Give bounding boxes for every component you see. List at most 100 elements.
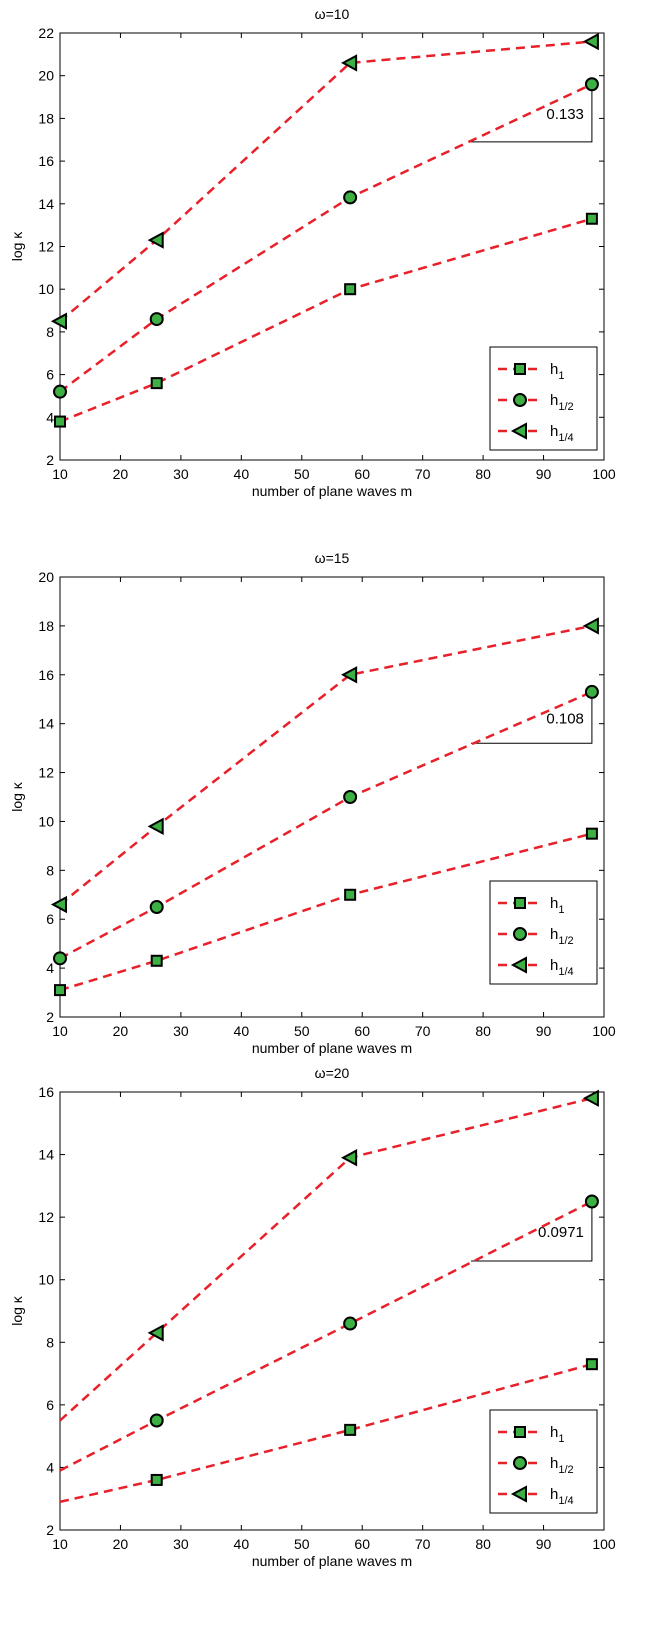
data-point-circle bbox=[343, 190, 358, 205]
x-tick-label: 10 bbox=[52, 466, 68, 482]
y-axis-label: log κ bbox=[9, 231, 25, 262]
x-axis-label: number of plane waves m bbox=[252, 1553, 412, 1569]
x-axis-label: number of plane waves m bbox=[252, 1040, 412, 1056]
legend-marker-triangle-left bbox=[510, 422, 527, 440]
x-tick-label: 10 bbox=[52, 1536, 68, 1552]
data-point-circle bbox=[343, 1316, 358, 1331]
x-tick-label: 90 bbox=[536, 1023, 552, 1039]
data-point-square bbox=[54, 984, 66, 997]
data-point-triangle-left bbox=[582, 32, 599, 51]
x-tick-label: 80 bbox=[475, 466, 491, 482]
legend-marker-triangle-left bbox=[510, 1485, 527, 1503]
legend: h1 h1/2 h1/4 bbox=[489, 1409, 598, 1514]
legend-entry: h1 bbox=[550, 1424, 564, 1445]
y-tick-label: 4 bbox=[46, 960, 54, 976]
data-point-triangle-left bbox=[147, 231, 164, 249]
data-point-circle bbox=[53, 384, 67, 399]
data-point-square bbox=[150, 1473, 163, 1486]
y-tick-label: 16 bbox=[38, 153, 54, 169]
y-tick-label: 20 bbox=[38, 68, 54, 84]
series-line-1 bbox=[60, 217, 593, 423]
x-tick-label: 100 bbox=[592, 1536, 616, 1552]
y-tick-label: 22 bbox=[38, 25, 54, 41]
plot-area bbox=[59, 576, 605, 1018]
legend-entry: h1/2 bbox=[550, 1455, 574, 1476]
y-tick-label: 10 bbox=[38, 281, 54, 297]
slope-label: 0.108 bbox=[546, 711, 584, 728]
x-tick-label: 30 bbox=[173, 1023, 189, 1039]
data-point-triangle-left bbox=[341, 1149, 358, 1167]
data-point-square bbox=[344, 888, 357, 901]
x-tick-label: 50 bbox=[294, 1023, 310, 1039]
data-point-triangle-left bbox=[582, 617, 599, 635]
legend-entry: h1/2 bbox=[550, 392, 574, 413]
data-point-circle bbox=[584, 77, 599, 92]
slope-label: 0.0971 bbox=[538, 1224, 584, 1241]
chart-panel-2: ω=15 10 20 30 40 50 60 70 80 90 100 2 4 6 8 10 12 14 16 18 2… bbox=[9, 550, 616, 1056]
data-point-circle bbox=[149, 1413, 164, 1428]
y-axis-label: log κ bbox=[9, 781, 25, 812]
y-tick-label: 16 bbox=[38, 667, 54, 683]
y-tick-label: 12 bbox=[38, 1209, 54, 1225]
x-tick-label: 60 bbox=[354, 1023, 370, 1039]
x-tick-label: 20 bbox=[113, 466, 129, 482]
x-tick-label: 60 bbox=[354, 1536, 370, 1552]
data-point-square bbox=[585, 827, 598, 840]
x-tick-label: 70 bbox=[415, 1023, 431, 1039]
data-point-circle bbox=[584, 684, 599, 699]
x-tick-label: 30 bbox=[173, 466, 189, 482]
x-tick-label: 10 bbox=[52, 1023, 68, 1039]
y-tick-label: 14 bbox=[38, 716, 54, 732]
data-point-square bbox=[344, 1423, 357, 1436]
data-point-triangle-left bbox=[341, 666, 358, 684]
y-tick-label: 4 bbox=[46, 409, 54, 425]
legend-marker-circle bbox=[513, 927, 527, 941]
y-tick-label: 12 bbox=[38, 239, 54, 255]
x-tick-label: 50 bbox=[294, 466, 310, 482]
data-point-square bbox=[585, 212, 598, 225]
y-tick-label: 2 bbox=[46, 1009, 54, 1025]
data-point-circle bbox=[584, 1194, 599, 1209]
y-tick-label: 16 bbox=[38, 1084, 54, 1100]
x-tick-label: 90 bbox=[536, 1536, 552, 1552]
legend-box bbox=[489, 346, 598, 451]
y-axis-label: log κ bbox=[9, 1295, 25, 1326]
data-point-triangle-left bbox=[341, 54, 358, 72]
series-line-2 bbox=[60, 1200, 593, 1472]
series-line-1 bbox=[60, 832, 593, 992]
y-tick-label: 2 bbox=[46, 452, 54, 468]
x-tick-label: 30 bbox=[173, 1536, 189, 1552]
chart-panel-3: ω=20 10 20 30 40 50 60 70 80 90 100 2 4 6 8 10 12 14 16 num… bbox=[9, 1065, 616, 1569]
y-tick-label: 14 bbox=[38, 1147, 54, 1163]
data-point-square bbox=[54, 415, 66, 428]
data-point-square bbox=[344, 283, 357, 296]
x-axis-label: number of plane waves m bbox=[252, 483, 412, 499]
plot-area bbox=[59, 1091, 605, 1531]
x-tick-label: 100 bbox=[592, 1023, 616, 1039]
series-line-3 bbox=[60, 624, 593, 906]
data-point-circle bbox=[53, 951, 67, 966]
data-point-triangle-left bbox=[147, 817, 164, 836]
x-tick-label: 40 bbox=[234, 466, 250, 482]
legend-entry: h1 bbox=[550, 895, 564, 916]
y-tick-label: 10 bbox=[38, 813, 54, 829]
data-point-triangle-left bbox=[50, 895, 67, 914]
x-tick-label: 100 bbox=[592, 466, 616, 482]
y-tick-label: 18 bbox=[38, 618, 54, 634]
legend: h1 h1/2 h1/4 bbox=[489, 880, 598, 985]
chart-title: ω=15 bbox=[315, 550, 350, 566]
series-line-2 bbox=[60, 83, 593, 393]
data-point-square bbox=[585, 1358, 598, 1371]
chart-panel-1: ω=10 10 20 30 40 50 60 70 80 90 100 2 4 6 8 10 12 14 16 18 2… bbox=[9, 6, 616, 499]
x-tick-label: 50 bbox=[294, 1536, 310, 1552]
y-tick-label: 6 bbox=[46, 367, 54, 383]
series-line-3 bbox=[60, 40, 593, 323]
x-tick-label: 20 bbox=[113, 1023, 129, 1039]
y-tick-label: 18 bbox=[38, 110, 54, 126]
legend-marker-square bbox=[514, 363, 526, 375]
slope-triangle bbox=[471, 84, 593, 143]
legend-marker-square bbox=[514, 897, 526, 909]
chart-title: ω=20 bbox=[315, 1065, 350, 1081]
y-tick-label: 6 bbox=[46, 1397, 54, 1413]
y-tick-label: 8 bbox=[46, 324, 54, 340]
